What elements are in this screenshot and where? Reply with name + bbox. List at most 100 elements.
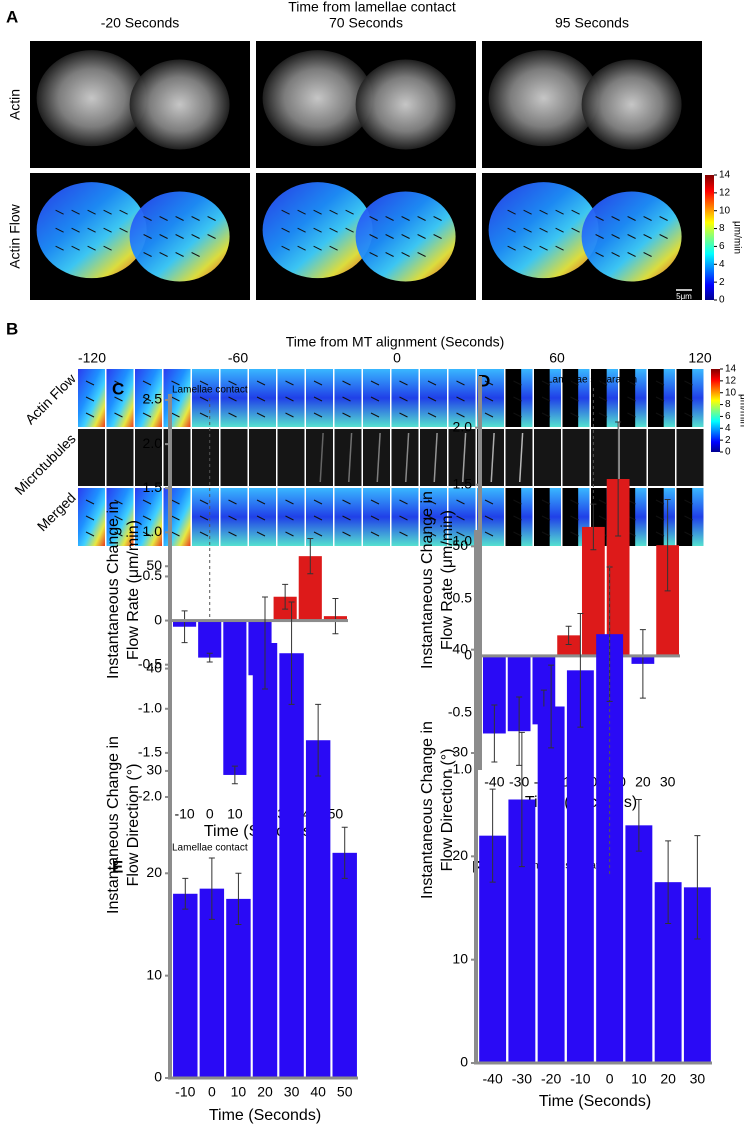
x-tick-label: 30 [284,1084,300,1100]
flow-vector [329,245,338,251]
flow-vector [71,209,80,215]
microtubule-frame [505,429,533,486]
flow-vector [427,396,437,402]
flow-vector [171,380,180,386]
y-tick-label: 0 [154,611,162,627]
microtubule-frame [534,429,562,486]
flow-vector [598,515,608,521]
flow-vector [345,227,354,233]
flow-vector [541,396,551,402]
microtubule-frame [220,429,248,486]
flow-vector [142,531,152,537]
x-tick-label: 20 [635,774,651,790]
flow-vector [55,227,64,233]
flow-vector [513,499,522,505]
flow-vector [85,412,95,418]
flow-vector [143,216,152,221]
flow-vector [456,515,465,521]
flow-vector [627,252,636,257]
y-tick-label: 1.0 [453,532,473,548]
flow-vector [684,515,693,521]
error-bar [665,840,672,924]
flow-vector [342,531,351,537]
flow-vector [684,499,693,505]
cell [36,50,147,147]
x-tick-label: 0 [606,1071,614,1087]
flow-frame [363,488,391,546]
flow-vector [555,209,564,215]
error-bar [635,799,642,852]
y-tick-label: 0.5 [453,590,473,606]
y-axis [474,530,478,1063]
flow-vector [114,499,123,505]
bar [625,825,653,1063]
x-axis-label: Time (Seconds) [539,1093,651,1110]
flow-frame [420,369,448,427]
flow-vector [427,499,437,505]
microtubule-frame [163,429,191,486]
panel-letter: A [6,7,18,26]
error-bar [235,872,242,925]
flow-frame [106,369,134,427]
error-bar [182,877,189,910]
panel-letter: C [112,379,124,398]
colorbar-tick-label: 12 [719,187,731,198]
bar [507,655,531,732]
y-tick-label: -1.0 [138,699,162,715]
flow-vector [627,216,636,221]
y-tick-label: -2.0 [138,788,162,804]
error-bar [639,629,646,699]
flow-frame [448,488,476,546]
flow-vector [256,412,266,418]
cell [581,59,682,150]
flow-vector [541,531,551,537]
flow-vector [71,227,80,233]
flow-vector [71,245,80,251]
flow-vector [684,380,693,386]
flow-vector [513,515,522,521]
bar [252,643,278,1078]
flow-frame [448,369,476,427]
flow-vector [256,396,266,402]
microtubule-frame [192,429,220,486]
y-tick-label: 10 [452,950,468,966]
error-bar [577,613,584,728]
flow-vector [417,252,426,257]
microtubule [490,432,495,483]
flow-vector [175,234,184,239]
flow-vector [456,531,465,537]
y-axis-label: Instantaneous Change in [419,491,436,669]
flow-vector [87,209,96,215]
flow-vector [103,209,112,215]
cell-edge-mask [648,488,664,546]
flow-vector [627,412,636,418]
flow-frame [192,488,220,546]
flow-vector [191,216,200,221]
flow-vector [143,252,152,257]
flow-vector [285,396,294,402]
x-tick-label: 20 [257,1084,273,1100]
x-tick-label: -30 [512,1071,532,1087]
flow-vector [329,227,338,233]
column-label: 70 Seconds [329,15,403,31]
flow-vector [171,412,180,418]
colorbar-tick-label: 10 [719,205,731,216]
flow-frame [363,369,391,427]
flow-vector [385,216,394,221]
x-tick-label: 40 [310,1084,326,1100]
error-bar [315,703,322,777]
flow-vector [627,396,636,402]
flow-vector [85,380,95,386]
microtubule-frame [648,429,676,486]
flow-vector [171,396,180,402]
time-label: -120 [78,350,106,366]
flow-vector [207,216,216,221]
colorbar-tick-label: 8 [719,223,725,234]
flow-vector [399,396,408,402]
cell-edge-mask [619,369,636,427]
flow-vector [539,227,548,233]
y-tick-label: 0 [154,1069,162,1085]
x-tick-label: 50 [337,1084,353,1100]
y-tick-label: 20 [452,847,468,863]
flow-vector [85,396,95,402]
